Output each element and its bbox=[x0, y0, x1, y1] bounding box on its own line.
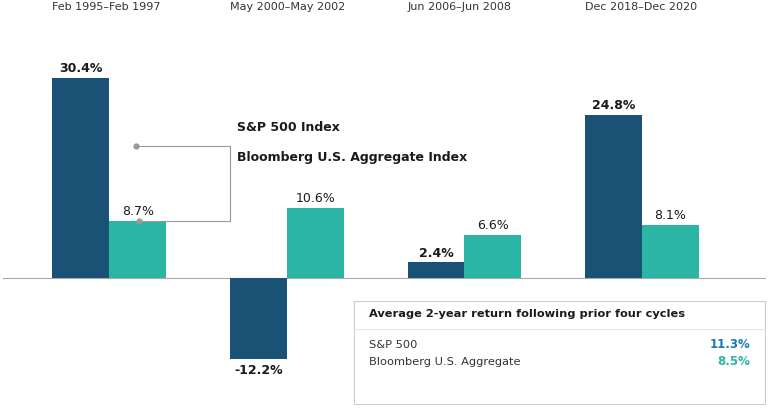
Text: 2.4%: 2.4% bbox=[419, 246, 454, 259]
Text: -12.2%: -12.2% bbox=[234, 363, 283, 376]
Text: 24.8%: 24.8% bbox=[592, 99, 635, 112]
Text: S&P 500 Index: S&P 500 Index bbox=[237, 121, 340, 134]
Text: Average 2-year return following prior four cycles: Average 2-year return following prior fo… bbox=[369, 308, 685, 318]
FancyBboxPatch shape bbox=[354, 301, 764, 404]
Text: 8.5%: 8.5% bbox=[717, 354, 751, 367]
Text: Dec 2018–Dec 2020: Dec 2018–Dec 2020 bbox=[585, 2, 697, 12]
Text: 30.4%: 30.4% bbox=[60, 62, 103, 75]
Text: 11.3%: 11.3% bbox=[710, 337, 751, 350]
Text: 6.6%: 6.6% bbox=[477, 218, 509, 231]
Text: 10.6%: 10.6% bbox=[295, 192, 335, 205]
Text: Feb 1995–Feb 1997: Feb 1995–Feb 1997 bbox=[53, 2, 161, 12]
Text: Bloomberg U.S. Aggregate Index: Bloomberg U.S. Aggregate Index bbox=[237, 150, 468, 164]
Bar bbox=[465, 235, 521, 279]
Bar bbox=[407, 263, 465, 279]
Text: 8.7%: 8.7% bbox=[121, 204, 154, 217]
Bar bbox=[585, 115, 642, 279]
Bar bbox=[642, 225, 699, 279]
Text: 8.1%: 8.1% bbox=[655, 209, 686, 221]
Bar bbox=[230, 279, 287, 359]
Text: Jun 2006–Jun 2008: Jun 2006–Jun 2008 bbox=[407, 2, 512, 12]
Text: Bloomberg U.S. Aggregate: Bloomberg U.S. Aggregate bbox=[369, 356, 520, 366]
Text: May 2000–May 2002: May 2000–May 2002 bbox=[230, 2, 346, 12]
Text: S&P 500: S&P 500 bbox=[369, 339, 417, 349]
Bar bbox=[109, 221, 166, 279]
Bar bbox=[287, 209, 344, 279]
Bar bbox=[53, 78, 109, 279]
